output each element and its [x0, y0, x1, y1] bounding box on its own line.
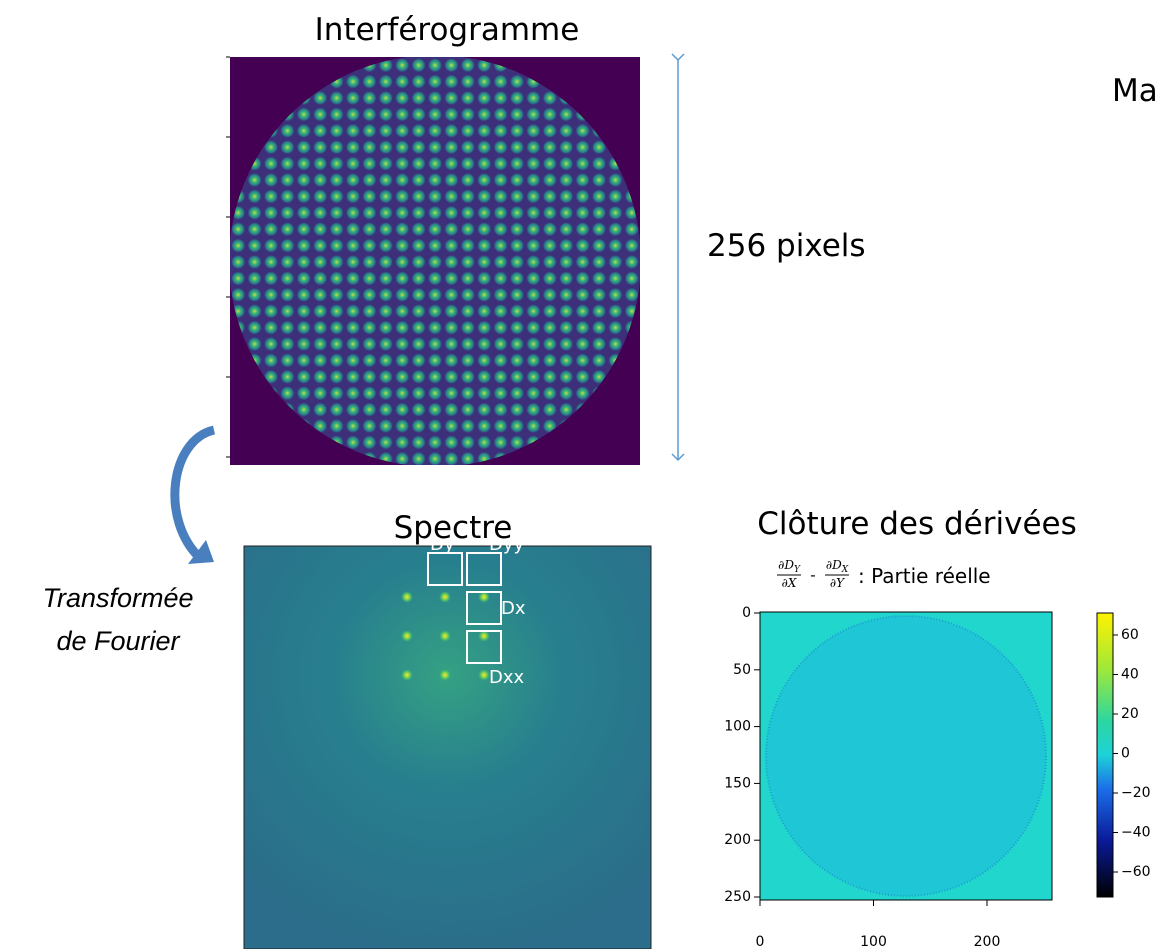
peak	[478, 669, 490, 681]
colorbar-tick-label: 20	[1121, 706, 1139, 722]
plot-title-suffix: : Partie réelle	[858, 564, 991, 588]
box-label: Dyy	[489, 534, 525, 555]
closure-disk	[765, 615, 1047, 897]
spectrum-boxes	[427, 552, 502, 664]
fraction-num: ∂DY	[778, 558, 801, 575]
box-label: Dxx	[489, 667, 525, 688]
interferogram-ticks	[226, 56, 230, 458]
peak	[478, 591, 490, 603]
interferogram-fringes	[230, 57, 640, 465]
peak	[401, 669, 413, 681]
peak	[439, 630, 451, 642]
fraction-den: ∂Y	[830, 576, 845, 590]
box-label: Dy	[430, 534, 455, 555]
curved-arrow-head	[188, 540, 214, 564]
curved-arrow	[170, 425, 216, 562]
colorbar-tick-label: −20	[1121, 785, 1151, 801]
box-label: Dx	[501, 598, 526, 619]
x-tick-label: 200	[974, 934, 1001, 949]
closure-title: Clôture des dérivées	[757, 506, 1077, 542]
spectrum-peaks	[401, 591, 490, 681]
peak	[439, 669, 451, 681]
y-tick-label: 100	[724, 719, 751, 735]
x-tick-label: 100	[860, 934, 887, 949]
colorbar-tick-label: 40	[1121, 667, 1139, 683]
transform-label: Transformée	[42, 583, 193, 613]
operator: -	[810, 565, 815, 584]
fraction-den: ∂X	[782, 576, 797, 590]
peak	[401, 591, 413, 603]
fraction-num: ∂DX	[826, 558, 849, 575]
y-tick-label: 250	[724, 889, 751, 905]
spectrum-image	[243, 545, 652, 949]
colorbar-tick-label: 0	[1121, 746, 1130, 762]
y-tick-label: 0	[742, 605, 751, 621]
y-tick-label: 200	[724, 832, 751, 848]
y-tick-label: 50	[733, 662, 751, 678]
peak	[401, 630, 413, 642]
dimension-label: 256 pixels	[707, 228, 866, 264]
plot-title: ∂DY ∂X - ∂DX ∂Y	[777, 558, 849, 590]
transform-label: de Fourier	[56, 626, 180, 656]
colorbar-tick-label: 60	[1121, 627, 1139, 643]
peak	[439, 591, 451, 603]
colorbar	[1096, 612, 1114, 898]
y-tick-label: 150	[724, 775, 751, 791]
spectrum-title: Spectre	[394, 510, 513, 546]
colorbar-tick-label: −40	[1121, 825, 1151, 841]
interferogram-title: Interférogramme	[315, 12, 580, 48]
x-tick-label: 0	[756, 934, 765, 949]
peak	[478, 630, 490, 642]
colorbar-tick-label: −60	[1121, 864, 1151, 880]
cut-title: Ma	[1112, 73, 1158, 109]
